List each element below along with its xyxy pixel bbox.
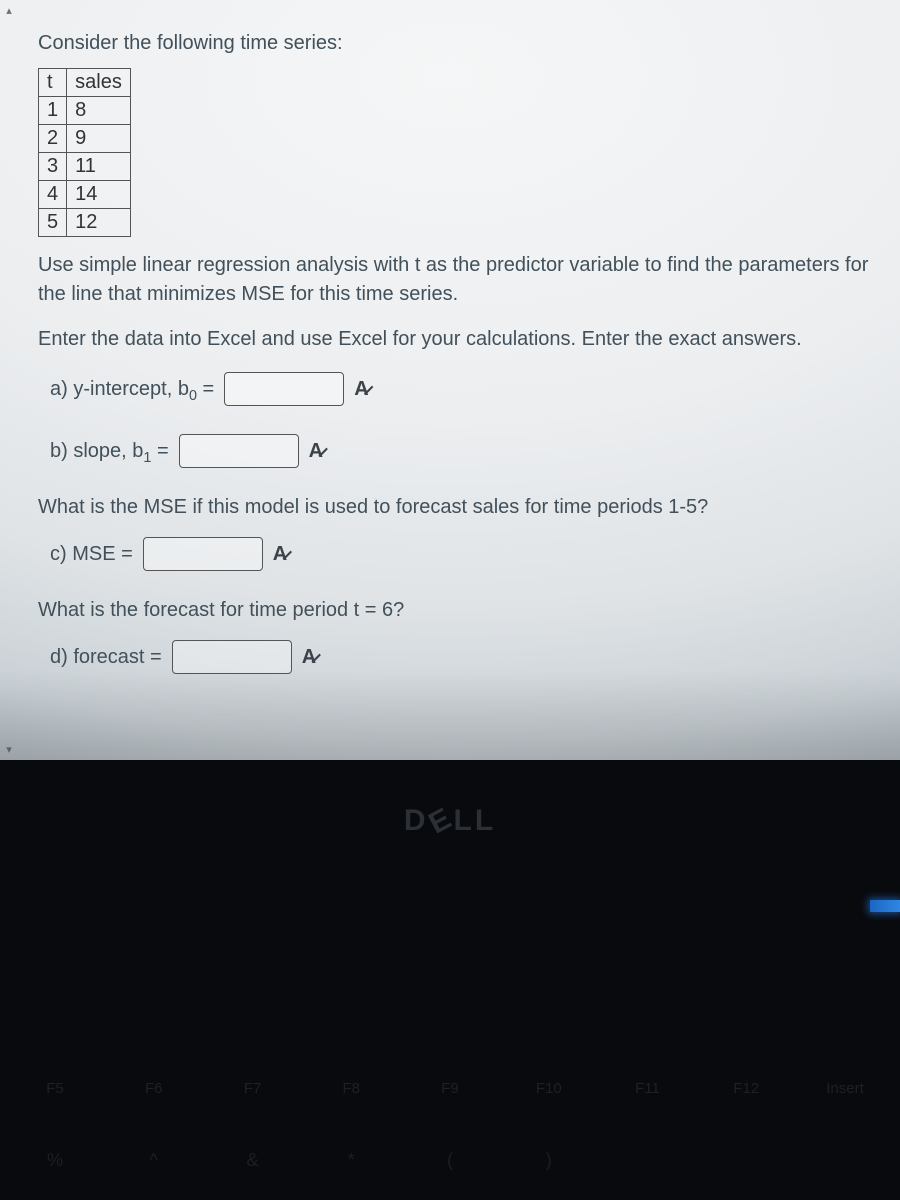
num-key: % [20, 1150, 90, 1171]
col-sales: sales [67, 69, 131, 97]
qd-label: d) forecast = [50, 646, 162, 669]
qb-label: b) slope, b1 = [50, 440, 169, 463]
scrollbar[interactable]: ▴ ▾ [0, 0, 18, 760]
intro-text: Consider the following time series: [38, 28, 872, 58]
question-c: c) MSE = A̷ [50, 537, 872, 571]
fn-key: F12 [711, 1080, 781, 1097]
answer-input-d[interactable] [172, 640, 292, 674]
num-key: ^ [119, 1150, 189, 1171]
num-key [810, 1150, 880, 1171]
fn-key: F9 [415, 1080, 485, 1097]
num-key: ) [514, 1150, 584, 1171]
answer-input-a[interactable] [224, 372, 344, 406]
fn-key: F5 [20, 1080, 90, 1097]
question-b: b) slope, b1 = A̷ [50, 434, 872, 468]
scroll-down-icon[interactable]: ▾ [6, 743, 12, 756]
number-key-row: % ^ & * ( ) [20, 1150, 880, 1171]
fn-key: Insert [810, 1080, 880, 1097]
fn-key: F6 [119, 1080, 189, 1097]
dell-logo: DELL [0, 804, 900, 838]
num-key [711, 1150, 781, 1171]
function-key-row: F5 F6 F7 F8 F9 F10 F11 F12 Insert [20, 1080, 880, 1097]
num-key: & [218, 1150, 288, 1171]
qa-label: a) y-intercept, b0 = [50, 378, 214, 401]
num-key: * [316, 1150, 386, 1171]
table-row: 18 [39, 97, 131, 125]
answer-input-c[interactable] [143, 537, 263, 571]
table-row: 414 [39, 181, 131, 209]
qc-label: c) MSE = [50, 543, 133, 566]
instruction-excel: Enter the data into Excel and use Excel … [38, 325, 872, 354]
forecast-question: What is the forecast for time period t =… [38, 599, 872, 622]
table-header-row: t sales [39, 69, 131, 97]
grade-icon[interactable]: A̷ [354, 378, 366, 401]
grade-icon[interactable]: A̷ [309, 440, 321, 463]
table-row: 29 [39, 125, 131, 153]
grade-icon[interactable]: A̷ [273, 543, 285, 566]
fn-key: F7 [218, 1080, 288, 1097]
scroll-up-icon[interactable]: ▴ [6, 4, 12, 17]
table-row: 512 [39, 209, 131, 237]
fn-key: F10 [514, 1080, 584, 1097]
question-d: d) forecast = A̷ [50, 640, 872, 674]
num-key [613, 1150, 683, 1171]
answer-input-b[interactable] [179, 434, 299, 468]
num-key: ( [415, 1150, 485, 1171]
fn-key: F8 [316, 1080, 386, 1097]
grade-icon[interactable]: A̷ [302, 646, 314, 669]
fn-key: F11 [613, 1080, 683, 1097]
status-led [870, 900, 900, 912]
instruction-regression: Use simple linear regression analysis wi… [38, 251, 872, 309]
question-a: a) y-intercept, b0 = A̷ [50, 372, 872, 406]
question-screen: ▴ ▾ Consider the following time series: … [0, 0, 900, 760]
col-t: t [39, 69, 67, 97]
time-series-table: t sales 18 29 311 414 512 [38, 68, 131, 237]
mse-question: What is the MSE if this model is used to… [38, 496, 872, 519]
laptop-body: DELL F5 F6 F7 F8 F9 F10 F11 F12 Insert %… [0, 760, 900, 1200]
table-row: 311 [39, 153, 131, 181]
